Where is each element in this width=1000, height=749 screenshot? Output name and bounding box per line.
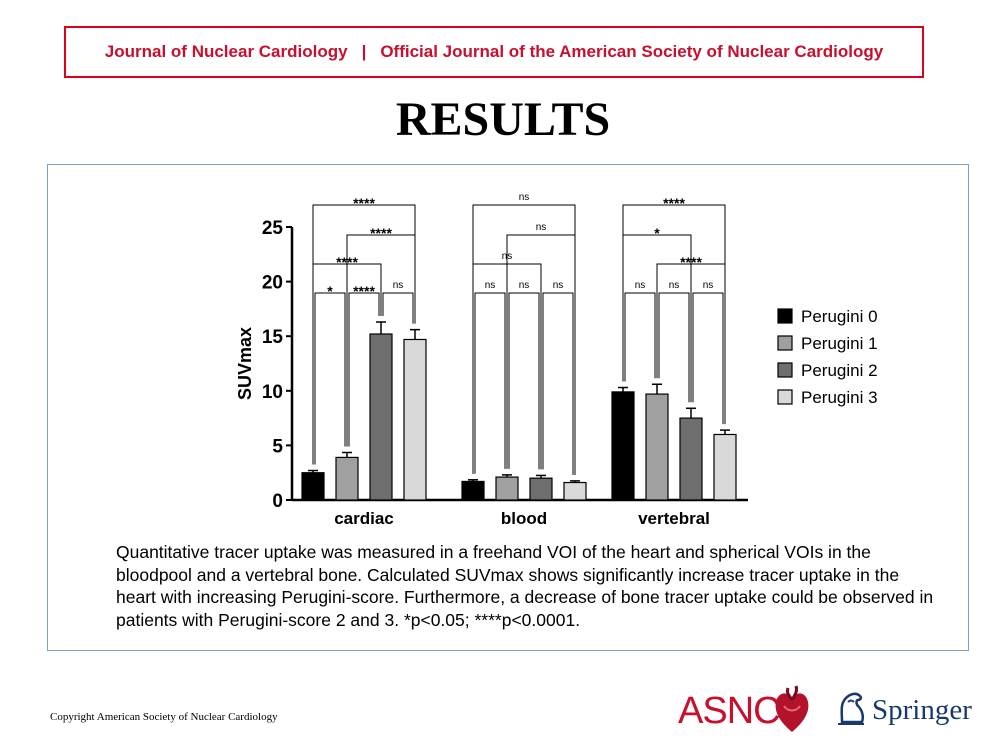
significance-label: ns bbox=[519, 280, 530, 291]
significance-bracket bbox=[624, 292, 656, 382]
category-label: cardiac bbox=[334, 509, 394, 528]
significance-bracket bbox=[312, 263, 382, 465]
significance-bracket bbox=[474, 292, 506, 474]
significance-label: * bbox=[654, 225, 660, 241]
journal-name: Journal of Nuclear Cardiology bbox=[104, 42, 348, 61]
significance-bracket bbox=[348, 292, 380, 447]
copyright-notice: Copyright American Society of Nuclear Ca… bbox=[50, 711, 278, 723]
significance-bracket bbox=[312, 204, 416, 465]
significance-label: **** bbox=[353, 195, 375, 211]
y-tick-label: 20 bbox=[262, 273, 283, 294]
legend-entry: Perugini 0 bbox=[801, 307, 878, 326]
significance-label: ns bbox=[703, 280, 714, 291]
category-label: blood bbox=[501, 509, 547, 528]
bar bbox=[335, 456, 359, 501]
heart-icon bbox=[775, 685, 809, 732]
significance-label: ns bbox=[519, 192, 530, 203]
significance-bracket bbox=[622, 204, 726, 425]
slide-title: RESULTS bbox=[395, 93, 611, 146]
significance-bracket bbox=[472, 263, 542, 474]
significance-bracket bbox=[346, 234, 416, 447]
significance-label: **** bbox=[336, 254, 358, 270]
y-tick-label: 0 bbox=[272, 491, 283, 512]
y-tick-label: 25 bbox=[262, 218, 284, 239]
journal-header: Journal of Nuclear Cardiology | Official… bbox=[64, 26, 924, 78]
header-separator: | bbox=[361, 42, 367, 61]
legend-entry: Perugini 3 bbox=[801, 388, 878, 407]
legend-swatch bbox=[777, 308, 793, 324]
legend-entry: Perugini 1 bbox=[801, 334, 878, 353]
springer-horse-icon bbox=[838, 692, 865, 725]
significance-label: ns bbox=[553, 280, 564, 291]
bar bbox=[301, 472, 325, 501]
significance-label: **** bbox=[663, 195, 685, 211]
y-tick-label: 10 bbox=[262, 382, 283, 403]
significance-bracket bbox=[692, 292, 724, 425]
bar bbox=[713, 433, 737, 501]
legend-entry: Perugini 2 bbox=[801, 361, 878, 380]
significance-bracket bbox=[506, 234, 576, 475]
bar bbox=[611, 391, 635, 501]
bar bbox=[403, 338, 427, 501]
figure-panel: 0 5 10 15 20 25 SUVmax cardiac blood vertebral ***… bbox=[47, 164, 969, 651]
significance-bracket bbox=[658, 292, 690, 403]
significance-label: ns bbox=[669, 280, 680, 291]
bar bbox=[645, 393, 669, 501]
category-label: vertebral bbox=[638, 509, 710, 528]
significance-label: ns bbox=[485, 280, 496, 291]
significance-bracket bbox=[472, 204, 576, 475]
bar bbox=[563, 481, 587, 501]
bar bbox=[679, 417, 703, 501]
springer-logo: Springer bbox=[872, 694, 972, 726]
significance-bracket bbox=[314, 292, 346, 465]
significance-label: **** bbox=[353, 283, 375, 299]
y-tick-label: 5 bbox=[272, 436, 283, 457]
legend-swatch bbox=[777, 389, 793, 405]
significance-label: ns bbox=[536, 222, 547, 233]
asnc-logo: ASNC bbox=[678, 690, 781, 732]
bar bbox=[529, 477, 553, 501]
significance-label: **** bbox=[370, 225, 392, 241]
significance-bracket bbox=[656, 263, 726, 425]
significance-label: ns bbox=[635, 280, 646, 291]
significance-bracket bbox=[542, 292, 574, 475]
significance-label: **** bbox=[680, 254, 702, 270]
y-tick-label: 15 bbox=[262, 327, 284, 348]
significance-label: ns bbox=[502, 251, 513, 262]
significance-label: * bbox=[327, 283, 333, 299]
figure-caption: Quantitative tracer uptake was measured … bbox=[116, 542, 934, 630]
y-axis-label: SUVmax bbox=[235, 327, 255, 400]
bar bbox=[495, 476, 519, 501]
bar bbox=[461, 480, 485, 501]
legend-swatch bbox=[777, 362, 793, 378]
journal-subtitle: Official Journal of the American Society… bbox=[380, 42, 884, 61]
significance-bracket bbox=[508, 292, 540, 470]
significance-bracket bbox=[382, 292, 414, 324]
legend-swatch bbox=[777, 335, 793, 351]
significance-bracket bbox=[622, 234, 692, 403]
bar bbox=[369, 333, 393, 501]
significance-label: ns bbox=[393, 280, 404, 291]
